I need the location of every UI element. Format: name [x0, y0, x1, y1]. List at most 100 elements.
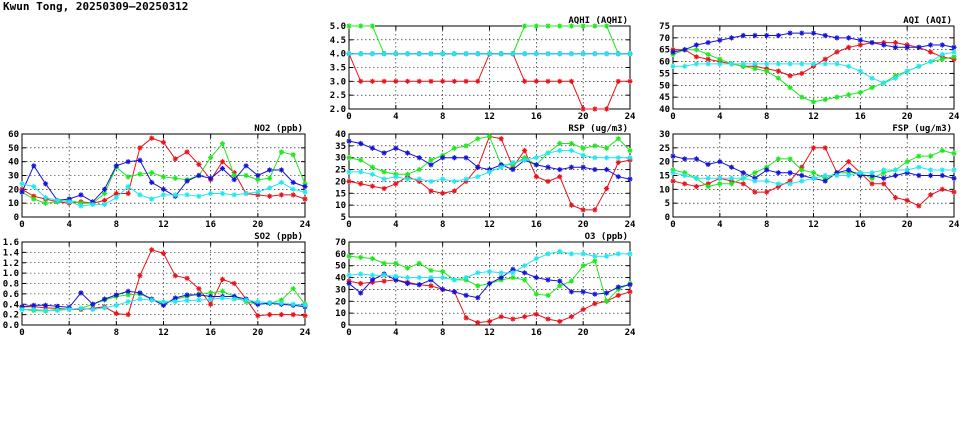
data-point-cyan	[463, 176, 469, 182]
data-point-green	[219, 141, 226, 147]
data-point-blue	[951, 175, 957, 181]
data-point-green	[568, 278, 575, 284]
data-point-red	[533, 311, 539, 317]
data-point-cyan	[78, 203, 84, 209]
data-point-blue	[916, 44, 922, 50]
data-point-blue	[137, 290, 143, 296]
y-tick-label: 5	[665, 199, 670, 209]
x-tick-label: 20	[902, 220, 913, 230]
data-point-green	[603, 298, 610, 304]
data-point-cyan	[693, 61, 700, 67]
data-point-cyan	[568, 51, 575, 57]
data-point-green	[764, 164, 770, 170]
data-point-green	[346, 155, 352, 161]
data-point-red	[278, 312, 285, 318]
data-point-green	[533, 23, 539, 29]
data-point-cyan	[255, 299, 261, 305]
data-point-blue	[101, 296, 108, 302]
data-point-green	[219, 288, 226, 294]
data-point-green	[278, 149, 285, 155]
data-point-blue	[522, 270, 528, 276]
y-tick-label: 20	[335, 297, 346, 307]
x-tick-label: 4	[717, 220, 723, 230]
data-point-green	[787, 85, 793, 91]
data-point-cyan	[196, 297, 202, 303]
data-point-green	[592, 143, 598, 149]
y-tick-label: 1.6	[3, 238, 19, 248]
data-point-blue	[486, 280, 493, 287]
data-point-red	[892, 195, 899, 201]
data-point-cyan	[615, 155, 621, 161]
data-point-blue	[54, 303, 60, 309]
data-point-green	[846, 92, 852, 98]
data-point-cyan	[208, 296, 214, 302]
data-point-cyan	[764, 178, 770, 184]
data-point-cyan	[451, 51, 457, 57]
data-point-blue	[939, 42, 945, 48]
data-point-cyan	[416, 274, 422, 281]
data-point-red	[290, 192, 296, 198]
data-point-cyan	[939, 51, 945, 58]
data-point-cyan	[533, 155, 539, 161]
x-tick-label: 8	[114, 220, 119, 230]
data-point-green	[346, 253, 352, 259]
data-point-green	[393, 260, 399, 266]
data-point-green	[810, 99, 817, 105]
data-point-red	[208, 301, 214, 307]
data-point-cyan	[125, 183, 131, 190]
data-point-red	[627, 289, 633, 295]
data-point-blue	[533, 162, 539, 168]
data-point-blue	[728, 164, 735, 170]
data-point-red	[810, 145, 817, 151]
data-point-cyan	[522, 157, 528, 163]
data-point-cyan	[522, 51, 528, 57]
data-point-red	[740, 181, 746, 187]
data-point-blue	[705, 40, 711, 46]
data-point-cyan	[693, 175, 700, 181]
data-point-blue	[752, 32, 758, 39]
data-point-red	[904, 197, 910, 203]
data-point-cyan	[267, 300, 273, 306]
data-point-red	[184, 149, 190, 155]
data-point-green	[557, 23, 563, 29]
data-point-cyan	[545, 150, 551, 156]
data-point-blue	[125, 288, 131, 294]
chart-title: FSP (ug/m3)	[892, 124, 952, 134]
data-point-cyan	[346, 169, 352, 175]
y-tick-label: 5.0	[330, 22, 346, 32]
data-point-green	[927, 153, 934, 159]
data-point-cyan	[927, 58, 934, 65]
x-tick-label: 16	[531, 220, 542, 230]
data-point-green	[799, 167, 805, 173]
data-point-cyan	[603, 253, 610, 259]
x-tick-label: 0	[19, 220, 24, 230]
data-point-blue	[740, 32, 746, 39]
data-point-green	[451, 145, 457, 151]
data-point-red	[764, 189, 770, 195]
series-group	[19, 247, 308, 319]
data-point-red	[302, 196, 308, 202]
data-point-blue	[670, 153, 676, 159]
data-point-cyan	[243, 297, 249, 303]
data-point-red	[346, 178, 352, 185]
data-point-red	[381, 78, 387, 84]
data-point-green	[463, 143, 469, 149]
data-point-blue	[101, 186, 108, 192]
chart-title: AQHI (AQHI)	[568, 16, 628, 26]
data-point-green	[125, 292, 131, 298]
y-tick-label: 0	[14, 213, 19, 223]
data-point-blue	[705, 161, 711, 168]
data-point-green	[775, 75, 781, 81]
data-point-blue	[545, 277, 551, 283]
data-point-cyan	[787, 61, 793, 67]
data-point-blue	[219, 165, 226, 172]
data-point-cyan	[592, 155, 598, 161]
data-point-red	[486, 318, 493, 325]
data-point-green	[381, 169, 387, 175]
data-point-green	[857, 89, 863, 95]
x-tick-label: 4	[66, 328, 72, 338]
data-point-cyan	[54, 197, 60, 203]
so2-panel: 0.00.20.40.60.81.01.21.41.6 0 4 8 12 16 20 24 SO…	[3, 232, 311, 338]
data-point-cyan	[881, 167, 887, 173]
data-point-cyan	[615, 251, 621, 257]
